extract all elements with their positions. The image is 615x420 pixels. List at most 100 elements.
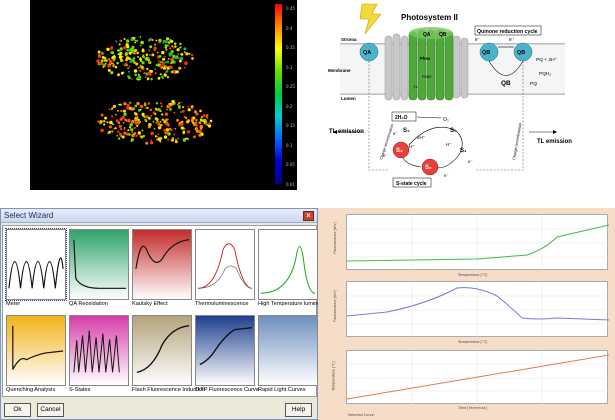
fluorescence-speckle — [136, 51, 139, 55]
fluorescence-speckle — [139, 57, 142, 60]
fluorescence-speckle — [136, 55, 140, 59]
fluorescence-speckle — [111, 115, 114, 118]
fluorescence-speckle — [99, 121, 102, 125]
wizard-tile-s-states[interactable]: S-States — [68, 314, 130, 400]
fluorescence-speckle — [115, 113, 117, 116]
ok-button[interactable]: Ok — [4, 403, 31, 417]
fluorescence-speckle — [145, 53, 149, 56]
wizard-tile-grid: Meter QA Reoxidation Kautsky Effect Thermol… — [2, 225, 338, 400]
fluorescence-speckle — [126, 45, 130, 49]
photosystem-diagram-svg: Photosystem II Quinone reduction cycle S… — [328, 3, 572, 188]
fluorescence-speckle — [133, 126, 136, 130]
fluorescence-speckle — [128, 65, 131, 68]
wizard-button-bar: Ok Cancel Help — [1, 400, 317, 419]
middle-plot-xlabel: Temperature [°C] — [458, 340, 488, 344]
fluorescence-speckle — [132, 59, 135, 62]
wizard-tile-label: Thermoluminescence — [195, 301, 249, 307]
fluorescence-speckle — [141, 112, 145, 116]
close-button[interactable]: × — [303, 210, 314, 221]
fluorescence-speckle — [162, 39, 166, 43]
fluorescence-speckle — [150, 139, 152, 142]
membrane-label: Membrane — [328, 68, 351, 73]
help-button[interactable]: Help — [285, 403, 312, 417]
fluorescence-speckle — [186, 120, 189, 124]
wizard-tile-meter[interactable]: Meter — [5, 228, 67, 314]
fluorescence-speckle — [178, 102, 181, 105]
fluorescence-speckle — [120, 47, 123, 50]
fluorescence-speckle — [105, 59, 108, 62]
fluorescence-speckle — [114, 127, 117, 130]
fluorescence-speckle — [148, 60, 151, 63]
quenching-curve-icon — [6, 315, 66, 386]
fluorescence-speckle — [124, 52, 128, 55]
fluorescence-speckle — [154, 68, 157, 70]
pq2-label: PQ — [530, 81, 537, 87]
fluorescence-speckle — [139, 69, 142, 72]
qa-label-inner: QA — [423, 32, 431, 38]
fluorescence-speckle — [126, 106, 130, 110]
fluorescence-speckle — [154, 43, 156, 46]
electron-top2: e⁻ — [509, 37, 515, 43]
fluorescence-speckle — [167, 104, 171, 108]
fluorescence-speckle — [138, 66, 140, 69]
wizard-tile-qa-reoxidation[interactable]: QA Reoxidation — [68, 228, 130, 314]
fluorescence-speckle — [169, 52, 173, 56]
lightning-icon — [359, 3, 382, 35]
fluorescence-speckle — [128, 57, 131, 60]
wizard-tile-label: Kautsky Effect — [132, 301, 168, 307]
fluorescence-speckle — [103, 123, 106, 126]
fluorescence-speckle — [154, 72, 157, 75]
fluorescence-speckle — [97, 120, 100, 123]
fluorescence-speckle — [185, 52, 189, 56]
measurement-plots-panel: Fluorescence [mV] Temperature [°C] Fluor… — [318, 208, 615, 420]
fluorescence-speckle — [155, 39, 158, 42]
fluorescence-speckle — [164, 121, 169, 125]
wizard-tile-quenching-analysis[interactable]: Quenching Analysis — [5, 314, 67, 400]
fluorescence-speckle — [157, 63, 161, 67]
fluorescence-speckle — [139, 108, 142, 111]
wizard-tile-rapid-light-curves[interactable]: Rapid Light Curves — [257, 314, 319, 400]
fluorescence-speckle — [139, 44, 142, 47]
fluorescence-speckle — [119, 103, 122, 106]
fluorescence-speckle — [162, 57, 166, 61]
fluorescence-speckle — [125, 39, 130, 43]
fluorescence-speckle — [147, 102, 151, 105]
fluorescence-speckle — [117, 137, 121, 140]
fluorescence-speckle — [102, 66, 105, 68]
colorbar-tick-label: 0.25 — [286, 84, 295, 90]
fluorescence-speckle — [124, 118, 127, 122]
wizard-tile-thermoluminescence[interactable]: Thermoluminescence — [194, 228, 256, 314]
wizard-titlebar: Select Wizard × — [1, 209, 317, 223]
fluorescence-speckle — [182, 131, 186, 135]
stroma-label: Stroma — [341, 37, 357, 42]
fluorescence-speckle — [139, 36, 142, 38]
bottom-plot-ylabel: Temperature [°C] — [331, 361, 336, 391]
fluorescence-speckle — [117, 130, 120, 134]
fluorescence-speckle — [100, 59, 104, 63]
fluorescence-speckle — [170, 128, 173, 132]
bottom-plot — [346, 350, 610, 405]
wizard-tile-label: Meter — [6, 301, 21, 307]
fluorescence-speckle — [187, 108, 191, 112]
fluorescence-speckle — [192, 116, 196, 120]
fluorescence-speckle — [193, 135, 196, 138]
fluorescence-speckle — [97, 50, 101, 54]
wizard-tile-ojip-fluorescence-curve[interactable]: OJIP Fluorescence Curve — [194, 314, 259, 400]
fluorescence-speckle — [178, 66, 182, 70]
fluorescence-speckle — [165, 118, 169, 122]
fluorescence-speckle — [130, 128, 134, 132]
fluorescence-speckle — [198, 129, 202, 133]
fluorescence-speckle — [151, 53, 155, 57]
fluorescence-speckle — [133, 61, 136, 64]
fluorescence-speckle — [207, 124, 212, 128]
wizard-tile-label: Quenching Analysis — [6, 387, 56, 393]
fluorescence-speckle — [144, 76, 147, 78]
fluorescence-speckle — [115, 119, 119, 123]
fluorescence-speckle — [130, 138, 134, 142]
cancel-button[interactable]: Cancel — [37, 403, 64, 417]
wizard-tile-high-temperature-luminescence[interactable]: High Temperature luminescence — [257, 228, 338, 314]
fluorescence-speckle — [101, 56, 105, 59]
h-plus-1: 2H⁺ — [417, 135, 426, 140]
wizard-tile-kautsky-effect[interactable]: Kautsky Effect — [131, 228, 193, 314]
wizard-tile-flash-fluorescence-induction[interactable]: Flash Fluorescence Induction — [131, 314, 205, 400]
